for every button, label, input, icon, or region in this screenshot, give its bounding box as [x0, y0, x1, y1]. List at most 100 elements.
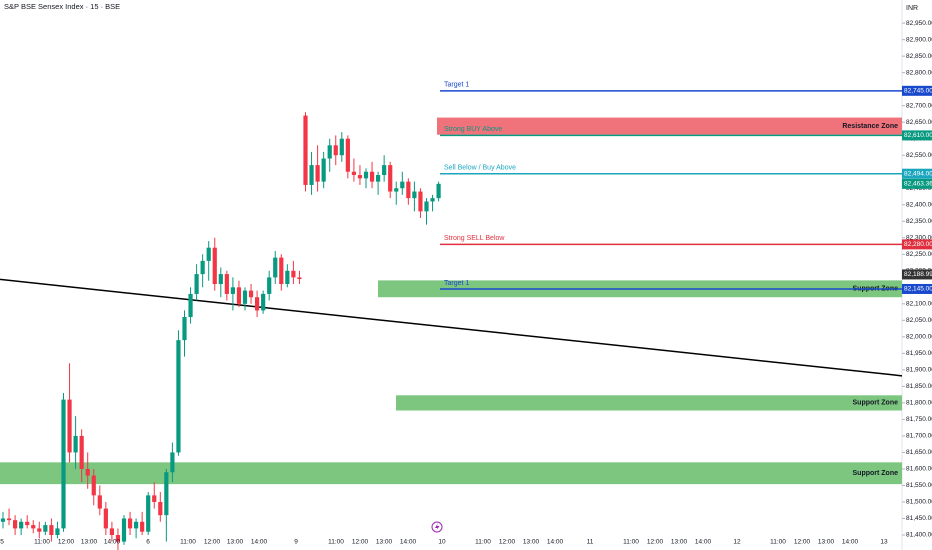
candle-body	[206, 247, 211, 261]
x-tick-label: 14:00	[695, 539, 712, 546]
chart-title: S&P BSE Sensex Index · 15 · BSE	[4, 2, 120, 11]
y-tick-label: 82,550.00	[906, 152, 932, 159]
candle-body	[339, 138, 344, 156]
candle-body	[345, 138, 350, 172]
level-label: Strong SELL Below	[444, 235, 505, 242]
candle-body	[73, 435, 78, 453]
y-tick-label: 81,450.00	[906, 515, 932, 522]
x-tick-label: 12:00	[352, 539, 369, 546]
trendline	[0, 278, 903, 377]
y-tick-label: 82,250.00	[906, 251, 932, 258]
price-tag	[902, 269, 932, 280]
x-tick-label: 13:00	[818, 539, 835, 546]
candle-body	[134, 521, 139, 529]
candle-body	[188, 293, 193, 318]
candle-body	[49, 525, 54, 535]
x-tick-label: 14:00	[104, 539, 121, 546]
y-tick-label: 81,950.00	[906, 350, 932, 357]
price-tag-label: 82,610.00	[904, 132, 932, 139]
price-tag-label: 82,463.36	[904, 181, 932, 188]
candle-body	[376, 175, 381, 182]
candle-body	[242, 290, 248, 304]
candle-body	[291, 270, 296, 278]
currency: INR	[906, 5, 918, 12]
x-tick-label: 11:00	[623, 539, 639, 546]
x-tick-label: 14:00	[842, 539, 859, 546]
candle-body	[230, 287, 235, 294]
candle-body	[285, 270, 290, 285]
x-tick-label: 11:00	[475, 539, 491, 546]
candle-body	[182, 317, 187, 341]
y-tick-label: 81,900.00	[906, 367, 932, 374]
y-tick-label: 82,300.00	[906, 234, 932, 241]
candle-body	[267, 277, 272, 294]
candle-body	[279, 257, 284, 285]
candle-body	[91, 475, 96, 496]
candle-body	[303, 115, 308, 185]
y-tick-label: 81,850.00	[906, 383, 932, 390]
candle-body	[31, 525, 36, 529]
x-tick-label: 12:00	[647, 539, 664, 546]
x-tick-label: 11:00	[328, 539, 344, 546]
candle-body	[55, 528, 60, 535]
x-tick-label: 12:00	[204, 539, 221, 546]
price-tag	[902, 130, 932, 141]
candle-body	[327, 145, 332, 159]
candle-body	[0, 518, 6, 522]
candle-body	[412, 191, 417, 199]
x-tick-label: 14:00	[400, 539, 417, 546]
zone	[0, 462, 902, 485]
candle-body	[430, 198, 435, 202]
price-tag	[902, 283, 932, 294]
y-tick-label: 81,600.00	[906, 466, 932, 473]
y-tick-label: 82,000.00	[906, 334, 932, 341]
candle-body	[382, 165, 387, 176]
candle-body	[436, 183, 441, 199]
candle-body	[224, 274, 229, 294]
x-tick-label: 13:00	[81, 539, 98, 546]
candle-body	[146, 495, 151, 532]
candle-body	[115, 535, 121, 542]
x-tick-label: 13:00	[227, 539, 244, 546]
price-tag-label: 82,188.99	[904, 271, 932, 278]
y-tick-label: 81,750.00	[906, 416, 932, 423]
candle-body	[97, 495, 102, 509]
candle-body	[369, 171, 375, 182]
candle-body	[297, 277, 302, 280]
candle-body	[13, 520, 18, 529]
candle-body	[164, 472, 169, 516]
x-tick-label: 14:00	[251, 539, 268, 546]
zone	[396, 395, 902, 411]
candle-body	[388, 165, 393, 192]
candle-body	[200, 260, 205, 275]
candle-body	[218, 274, 223, 285]
x-tick-label: 12	[733, 539, 741, 546]
candle-body	[6, 518, 12, 521]
candle-body	[170, 452, 175, 473]
y-tick-label: 82,350.00	[906, 218, 932, 225]
price-tag-label: 82,745.00	[904, 88, 932, 95]
level-label: Strong BUY Above	[444, 126, 502, 133]
y-tick-label: 82,100.00	[906, 301, 932, 308]
candle-body	[79, 435, 84, 469]
event-icon	[431, 521, 443, 533]
candle-body	[248, 290, 254, 298]
candle-body	[400, 181, 405, 189]
candle-body	[273, 257, 278, 278]
x-tick-label: 11:00	[770, 539, 786, 546]
candle-body	[351, 171, 356, 176]
y-tick-label: 82,050.00	[906, 317, 932, 324]
zone	[437, 117, 902, 135]
candle-body	[309, 165, 314, 185]
price-tag	[902, 85, 932, 96]
x-tick-label: 11:00	[34, 539, 50, 546]
x-tick-label: 12:00	[794, 539, 811, 546]
x-tick-label: 9	[294, 539, 298, 546]
y-tick-label: 81,650.00	[906, 449, 932, 456]
candle-body	[67, 399, 72, 453]
x-tick-label: 11:00	[180, 539, 196, 546]
y-tick-label: 82,800.00	[906, 69, 932, 76]
